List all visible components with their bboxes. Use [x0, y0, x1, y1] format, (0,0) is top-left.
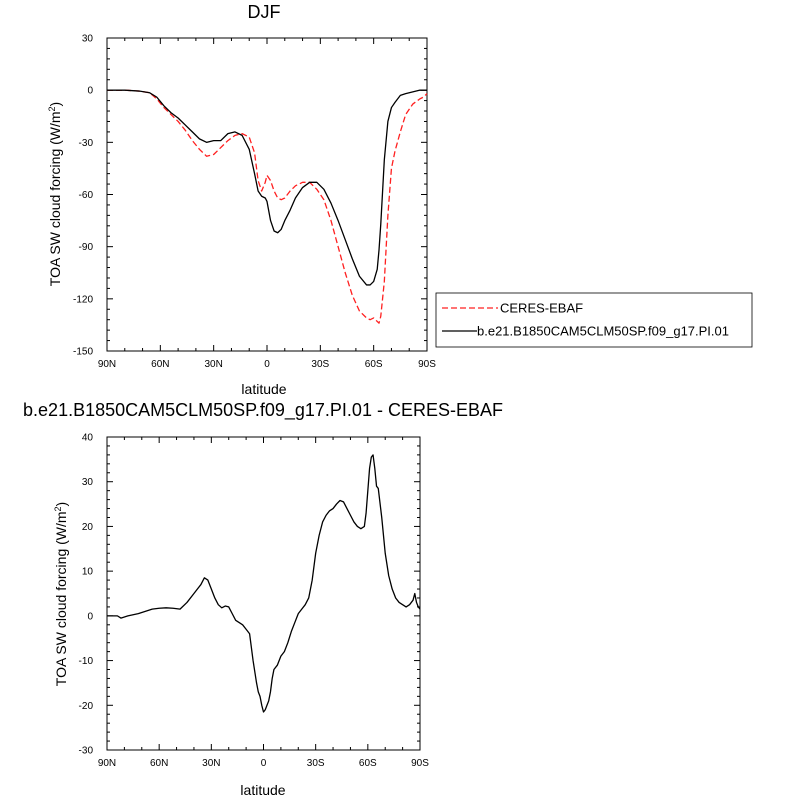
y-tick-label: -60	[79, 190, 94, 201]
legend-label-model: b.e21.B1850CAM5CLM50SP.f09_g17.PI.01	[477, 324, 729, 339]
chart-2-ticks: 90N 60N 30N 0 30S 60S 90S 40 30 20 10 0 -10 -20 -30	[79, 433, 430, 770]
chart-1-y-axis-title-main: TOA SW cloud forcing (W/m	[47, 111, 63, 286]
y-tick-label: 40	[82, 433, 94, 444]
series-line-b-e21-b1850cam5clm50sp-f09-g17-pi-01	[107, 89, 427, 286]
chart-2-y-axis-title: TOA SW cloud forcing (W/m2)	[53, 502, 69, 686]
y-tick-label: -30	[79, 746, 94, 757]
x-tick-label: 60N	[150, 758, 168, 769]
chart-2-series-layer	[107, 454, 421, 713]
x-tick-label: 60N	[151, 359, 169, 370]
chart-1-y-axis-title-sup: 2	[47, 106, 57, 111]
chart-2-y-axis-title-main: TOA SW cloud forcing (W/m	[53, 511, 69, 686]
chart-1-y-axis-title-end: )	[47, 102, 63, 107]
y-tick-label: -120	[73, 294, 93, 305]
chart-1-x-axis-title: latitude	[241, 381, 286, 397]
x-tick-label: 30S	[311, 359, 329, 370]
x-tick-label: 90N	[98, 359, 116, 370]
series-line-ceres-ebaf	[107, 89, 428, 324]
y-tick-label: -150	[73, 347, 93, 358]
chart-1-plot-frame	[106, 37, 428, 352]
chart-1-legend-box	[435, 292, 753, 348]
y-tick-label: 20	[82, 522, 94, 533]
x-tick-label: 60S	[365, 359, 383, 370]
y-tick-label: -90	[79, 242, 94, 253]
chart-2-y-axis-title-end: )	[53, 502, 69, 507]
djf-chart: DJF 90N 60N 30N 0 30S 60S 90S 30 0 -30 -60 -90 -120 -…	[47, 2, 753, 397]
chart-1-y-axis-title: TOA SW cloud forcing (W/m2)	[47, 102, 63, 286]
chart-1-title: DJF	[248, 2, 281, 22]
legend-label-ceres-ebaf: CERES-EBAF	[500, 301, 583, 316]
chart-2-x-axis-title: latitude	[240, 782, 285, 798]
x-tick-label: 30N	[202, 758, 220, 769]
chart-1-ticks: 90N 60N 30N 0 30S 60S 90S 30 0 -30 -60 -90 -120 -150	[73, 34, 436, 371]
x-tick-label: 30S	[307, 758, 325, 769]
chart-2-title: b.e21.B1850CAM5CLM50SP.f09_g17.PI.01 - C…	[23, 400, 503, 421]
chart-1-legend: CERES-EBAF b.e21.B1850CAM5CLM50SP.f09_g1…	[435, 292, 753, 348]
x-tick-label: 90S	[418, 359, 436, 370]
y-tick-label: 30	[82, 477, 94, 488]
chart-2-plot-frame	[106, 436, 421, 751]
x-tick-label: 0	[264, 359, 270, 370]
series-line-difference	[107, 454, 421, 713]
x-tick-label: 30N	[204, 359, 222, 370]
y-tick-label: -30	[79, 138, 94, 149]
x-tick-label: 90N	[98, 758, 116, 769]
chart-2-y-axis-title-sup: 2	[53, 506, 63, 511]
y-tick-label: 10	[82, 567, 94, 578]
x-tick-label: 90S	[411, 758, 429, 769]
y-tick-label: 0	[87, 86, 93, 97]
chart-1-series-layer	[107, 89, 428, 324]
x-tick-label: 60S	[359, 758, 377, 769]
y-tick-label: -10	[79, 656, 94, 667]
y-tick-label: -20	[79, 701, 94, 712]
y-tick-label: 30	[82, 34, 94, 45]
difference-chart: b.e21.B1850CAM5CLM50SP.f09_g17.PI.01 - C…	[23, 400, 503, 798]
x-tick-label: 0	[261, 758, 267, 769]
y-tick-label: 0	[87, 611, 93, 622]
